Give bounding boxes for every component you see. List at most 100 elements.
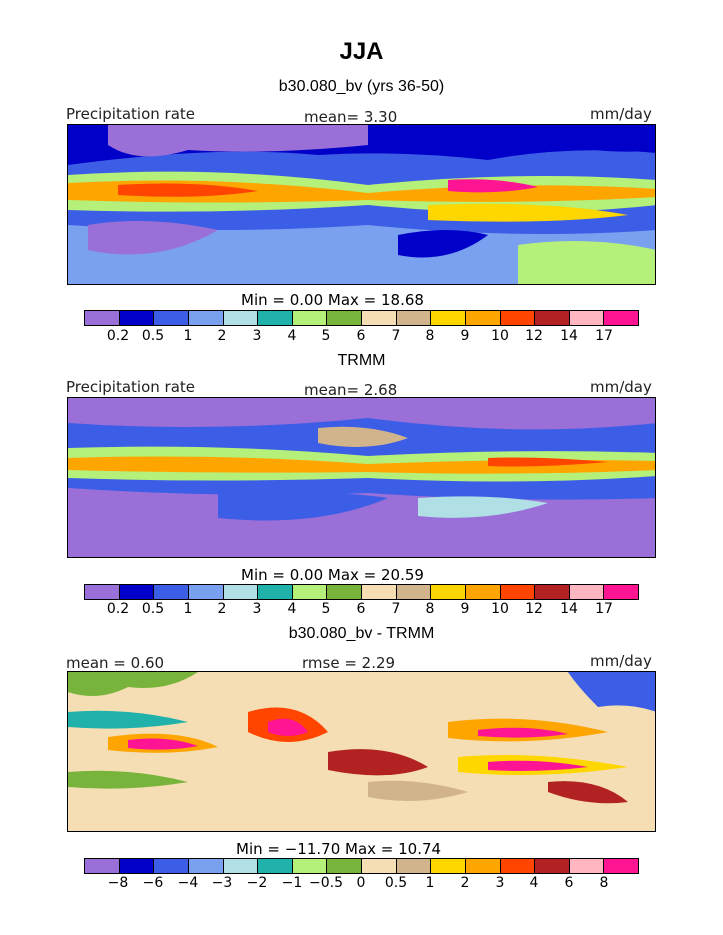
colorbar-swatch — [569, 585, 605, 599]
colorbar-swatch — [569, 311, 605, 325]
colorbar-tick: 4 — [529, 875, 539, 891]
colorbar-tick: 4 — [287, 601, 297, 617]
panel3-colorbar — [84, 858, 639, 874]
panel3-field — [68, 672, 655, 831]
colorbar-swatch — [465, 311, 501, 325]
colorbar-swatch — [604, 859, 638, 873]
colorbar-tick: 1 — [183, 601, 193, 617]
colorbar-swatch — [569, 859, 605, 873]
panel3-units-label: mm/day — [590, 652, 652, 670]
colorbar-tick: 6 — [356, 328, 366, 344]
colorbar-swatch — [119, 311, 155, 325]
colorbar-tick: 0.2 — [106, 328, 130, 344]
colorbar-swatch — [292, 859, 328, 873]
colorbar-tick: 8 — [425, 601, 435, 617]
colorbar-tick: 3 — [252, 328, 262, 344]
panel1-units-label: mm/day — [590, 105, 652, 123]
colorbar-swatch — [119, 859, 155, 873]
colorbar-swatch — [465, 585, 501, 599]
colorbar-swatch — [500, 859, 536, 873]
colorbar-tick: 1 — [425, 875, 435, 891]
colorbar-tick: 12 — [525, 601, 543, 617]
colorbar-swatch — [188, 311, 224, 325]
colorbar-swatch — [362, 585, 397, 599]
colorbar-swatch — [327, 311, 362, 325]
colorbar-swatch — [85, 585, 120, 599]
colorbar-tick: 0.2 — [106, 601, 130, 617]
colorbar-tick: 0 — [356, 875, 366, 891]
colorbar-tick: −1 — [281, 875, 303, 891]
colorbar-swatch — [119, 585, 155, 599]
colorbar-swatch — [154, 311, 189, 325]
colorbar-swatch — [223, 311, 259, 325]
colorbar-tick: 0.5 — [384, 875, 408, 891]
colorbar-tick: 9 — [460, 328, 470, 344]
panel2-units-label: mm/day — [590, 378, 652, 396]
panel1-title: b30.080_bv (yrs 36-50) — [278, 78, 445, 95]
colorbar-tick: −8 — [107, 875, 129, 891]
colorbar-swatch — [431, 585, 466, 599]
panel3-mean-label: mean = 0.60 — [66, 654, 165, 672]
panel3-colorbar-ticks: −8 −6 −4 −3 −2 −1 −0.5 0 0.5 1 2 3 4 6 8 — [0, 875, 723, 893]
colorbar-tick: 4 — [287, 328, 297, 344]
colorbar-swatch — [362, 859, 397, 873]
colorbar-swatch — [362, 311, 397, 325]
colorbar-tick: −2 — [246, 875, 268, 891]
colorbar-swatch — [396, 311, 432, 325]
colorbar-tick: 17 — [595, 328, 613, 344]
colorbar-tick: 2 — [460, 875, 470, 891]
colorbar-swatch — [327, 859, 362, 873]
colorbar-tick: 9 — [460, 601, 470, 617]
colorbar-tick: 0.5 — [141, 601, 165, 617]
panel2-mean-label: mean= 2.68 — [304, 381, 398, 399]
colorbar-swatch — [500, 311, 536, 325]
colorbar-tick: 1 — [183, 328, 193, 344]
colorbar-tick: 14 — [560, 601, 578, 617]
colorbar-tick: 3 — [495, 875, 505, 891]
panel2-colorbar-ticks: 0.2 0.5 1 2 3 4 5 6 7 8 9 10 12 14 17 — [0, 601, 723, 619]
colorbar-tick: 2 — [217, 601, 227, 617]
panel1-map — [67, 124, 656, 285]
panel3-map — [67, 671, 656, 832]
colorbar-swatch — [154, 585, 189, 599]
panel1-field — [68, 125, 655, 284]
colorbar-tick: 7 — [391, 601, 401, 617]
colorbar-swatch — [223, 859, 259, 873]
colorbar-tick: 5 — [321, 328, 331, 344]
colorbar-swatch — [85, 311, 120, 325]
panel3-minmax: Min = −11.70 Max = 10.74 — [236, 840, 442, 858]
colorbar-swatch — [223, 585, 259, 599]
colorbar-tick: 3 — [252, 601, 262, 617]
colorbar-swatch — [604, 585, 638, 599]
colorbar-tick: −6 — [142, 875, 164, 891]
panel2-variable-label: Precipitation rate — [66, 378, 195, 396]
colorbar-tick: 10 — [491, 601, 509, 617]
colorbar-swatch — [188, 585, 224, 599]
panel2-map — [67, 397, 656, 558]
colorbar-swatch — [188, 859, 224, 873]
colorbar-swatch — [535, 585, 570, 599]
colorbar-swatch — [327, 585, 362, 599]
colorbar-swatch — [465, 859, 501, 873]
colorbar-tick: 5 — [321, 601, 331, 617]
colorbar-swatch — [258, 859, 293, 873]
colorbar-tick: −3 — [211, 875, 233, 891]
colorbar-tick: 8 — [425, 328, 435, 344]
colorbar-swatch — [154, 859, 189, 873]
colorbar-swatch — [292, 311, 328, 325]
colorbar-swatch — [258, 585, 293, 599]
panel3-rmse-label: rmse = 2.29 — [302, 654, 396, 672]
colorbar-tick: −4 — [177, 875, 199, 891]
panel1-colorbar — [84, 310, 639, 326]
panel2-title: TRMM — [337, 352, 386, 369]
colorbar-swatch — [535, 311, 570, 325]
colorbar-tick: 7 — [391, 328, 401, 344]
colorbar-swatch — [535, 859, 570, 873]
colorbar-tick: −0.5 — [309, 875, 343, 891]
panel2-field — [68, 398, 655, 557]
panel1-minmax: Min = 0.00 Max = 18.68 — [241, 291, 424, 309]
colorbar-tick: 10 — [491, 328, 509, 344]
panel1-colorbar-ticks: 0.2 0.5 1 2 3 4 5 6 7 8 9 10 12 14 17 — [0, 328, 723, 346]
colorbar-tick: 17 — [595, 601, 613, 617]
colorbar-tick: 8 — [599, 875, 609, 891]
